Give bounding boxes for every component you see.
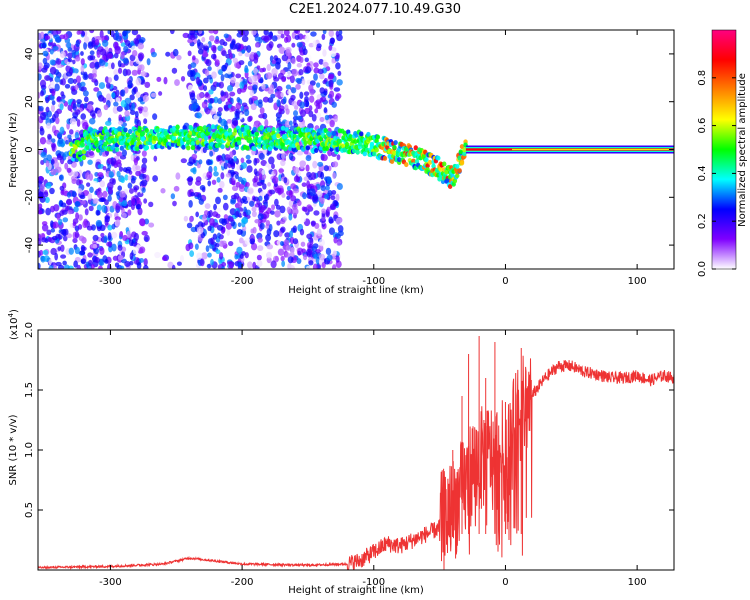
x-tick-label: 0 [502, 276, 508, 287]
x-tick-label: -100 [362, 577, 385, 588]
x-tick-label: -200 [231, 577, 254, 588]
y-tick-label: 1.5 [24, 382, 35, 398]
colorbar-tick-label: 0.6 [697, 118, 708, 134]
snr-x-label: Height of straight line (km) [288, 585, 424, 596]
y-tick-label: 1.0 [24, 442, 35, 458]
x-tick-label: 100 [628, 577, 647, 588]
colorbar-tick-label: 0.4 [697, 165, 708, 181]
colorbar-tick-label: 0.8 [697, 70, 708, 86]
snr-series-line [38, 355, 674, 570]
snr-multiplier: (x104) [7, 309, 20, 340]
colorbar: 0.0 0.2 0.4 0.6 0.8 Normalized spectral ampl… [697, 29, 748, 277]
y-tick-label: 2.0 [24, 322, 35, 338]
spectrogram-image [38, 30, 674, 269]
y-tick-label: -20 [24, 189, 35, 205]
y-tick-label: 0 [24, 146, 35, 152]
snr-y-ticks: 0.5 1.0 1.5 2.0 [24, 322, 674, 518]
y-tick-label: 40 [24, 48, 35, 61]
colorbar-label: Normalized spectral amplitude [737, 73, 748, 227]
y-tick-label: -40 [24, 237, 35, 253]
spectrogram-x-label: Height of straight line (km) [288, 285, 424, 296]
y-tick-label: 20 [24, 95, 35, 108]
x-tick-label: -300 [99, 276, 122, 287]
spectrogram-y-label: Frequency (Hz) [8, 112, 19, 188]
x-tick-label: -200 [231, 276, 254, 287]
y-tick-label: 0.5 [24, 502, 35, 518]
x-tick-label: 100 [628, 276, 647, 287]
colorbar-scale [711, 29, 737, 270]
colorbar-ticks: 0.0 0.2 0.4 0.6 0.8 [697, 70, 736, 277]
x-tick-label: 0 [502, 577, 508, 588]
spectrogram-x-ticks: -300 -200 -100 0 100 [99, 30, 647, 287]
x-tick-label: -300 [99, 577, 122, 588]
colorbar-tick-label: 0.2 [697, 213, 708, 229]
chart-title: C2E1.2024.077.10.49.G30 [288, 2, 462, 17]
snr-y-label: SNR (10 * v/v) [8, 414, 19, 485]
x-tick-label: -100 [362, 276, 385, 287]
snr-panel: -300 -200 -100 0 100 0.5 1.0 1.5 2.0 Height of … [7, 309, 675, 596]
spectrogram-y-ticks: -40 -20 0 20 40 [24, 48, 674, 253]
snr-x-ticks: -300 -200 -100 0 100 [99, 330, 647, 588]
colorbar-tick-label: 0.0 [697, 261, 708, 277]
